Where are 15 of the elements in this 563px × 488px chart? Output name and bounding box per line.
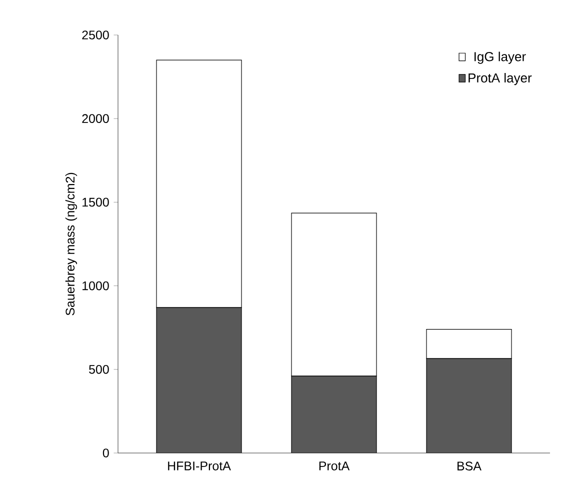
y-tick-label: 500: [89, 364, 109, 374]
legend-label: IgG layer: [474, 52, 526, 64]
y-axis-title: Sauerbrey mass (ng/cm2): [65, 172, 78, 316]
y-tick-label: 1500: [82, 198, 109, 207]
legend-label: ProtA layer: [468, 73, 532, 86]
y-tick-label: 2500: [82, 30, 109, 40]
y-tick-label: 1000: [82, 281, 109, 290]
y-tick-label: 0: [102, 448, 109, 458]
bar: [156, 308, 242, 453]
bar: [426, 358, 512, 453]
bar: [292, 376, 377, 453]
x-tick-label: HFBI-ProtA: [168, 462, 231, 470]
x-tick-label: ProtA: [319, 462, 350, 470]
y-tick-label: 2000: [82, 114, 109, 124]
x-tick-label: BSA: [458, 462, 482, 470]
